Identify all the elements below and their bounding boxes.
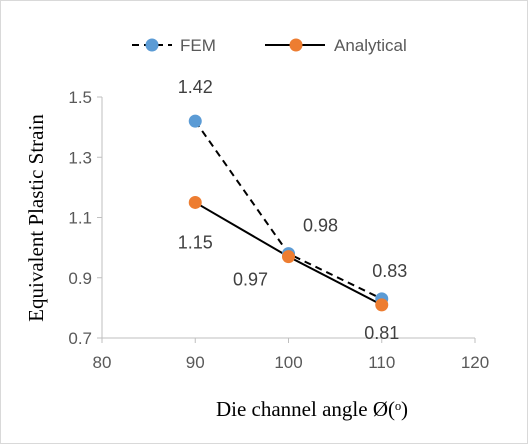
y-tick-label: 1.5 xyxy=(68,88,92,107)
x-axis-title: Die channel angle Ø(ᵒ) xyxy=(216,397,408,421)
data-label-analytical: 0.97 xyxy=(233,270,268,290)
data-label-fem: 0.98 xyxy=(303,216,338,236)
data-labels: 1.42 0.98 0.83 1.15 0.97 0.81 xyxy=(178,77,408,343)
legend-fem-label: FEM xyxy=(180,36,216,55)
x-tick-label: 100 xyxy=(274,353,302,372)
legend-item-analytical: Analytical xyxy=(265,36,407,55)
data-point-analytical xyxy=(188,195,202,209)
data-point-analytical xyxy=(375,298,389,312)
y-tick-label: 1.1 xyxy=(68,209,92,228)
x-tick-label: 80 xyxy=(93,353,112,372)
x-tick-label: 90 xyxy=(186,353,205,372)
x-tick-label: 120 xyxy=(461,353,489,372)
series-points xyxy=(188,114,389,312)
x-axis-ticks: 80 90 100 110 120 xyxy=(93,338,489,372)
data-point-fem xyxy=(188,114,202,128)
legend-analytical-marker xyxy=(289,38,303,52)
legend-fem-marker xyxy=(145,38,159,52)
legend: FEM Analytical xyxy=(132,36,407,55)
x-tick-label: 110 xyxy=(368,353,395,372)
data-label-fem: 0.83 xyxy=(372,261,407,281)
y-tick-label: 0.7 xyxy=(68,329,92,348)
y-tick-label: 0.9 xyxy=(68,269,92,288)
y-tick-label: 1.3 xyxy=(68,148,92,167)
legend-item-fem: FEM xyxy=(132,36,216,55)
legend-analytical-label: Analytical xyxy=(334,36,407,55)
data-label-analytical: 1.15 xyxy=(178,232,213,252)
data-label-fem: 1.42 xyxy=(178,77,213,97)
data-label-analytical: 0.81 xyxy=(364,323,399,343)
data-point-analytical xyxy=(282,250,295,264)
y-axis-ticks: 0.7 0.9 1.1 1.3 1.5 xyxy=(68,88,102,348)
y-axis-title: Equivalent Plastic Strain xyxy=(24,114,48,322)
